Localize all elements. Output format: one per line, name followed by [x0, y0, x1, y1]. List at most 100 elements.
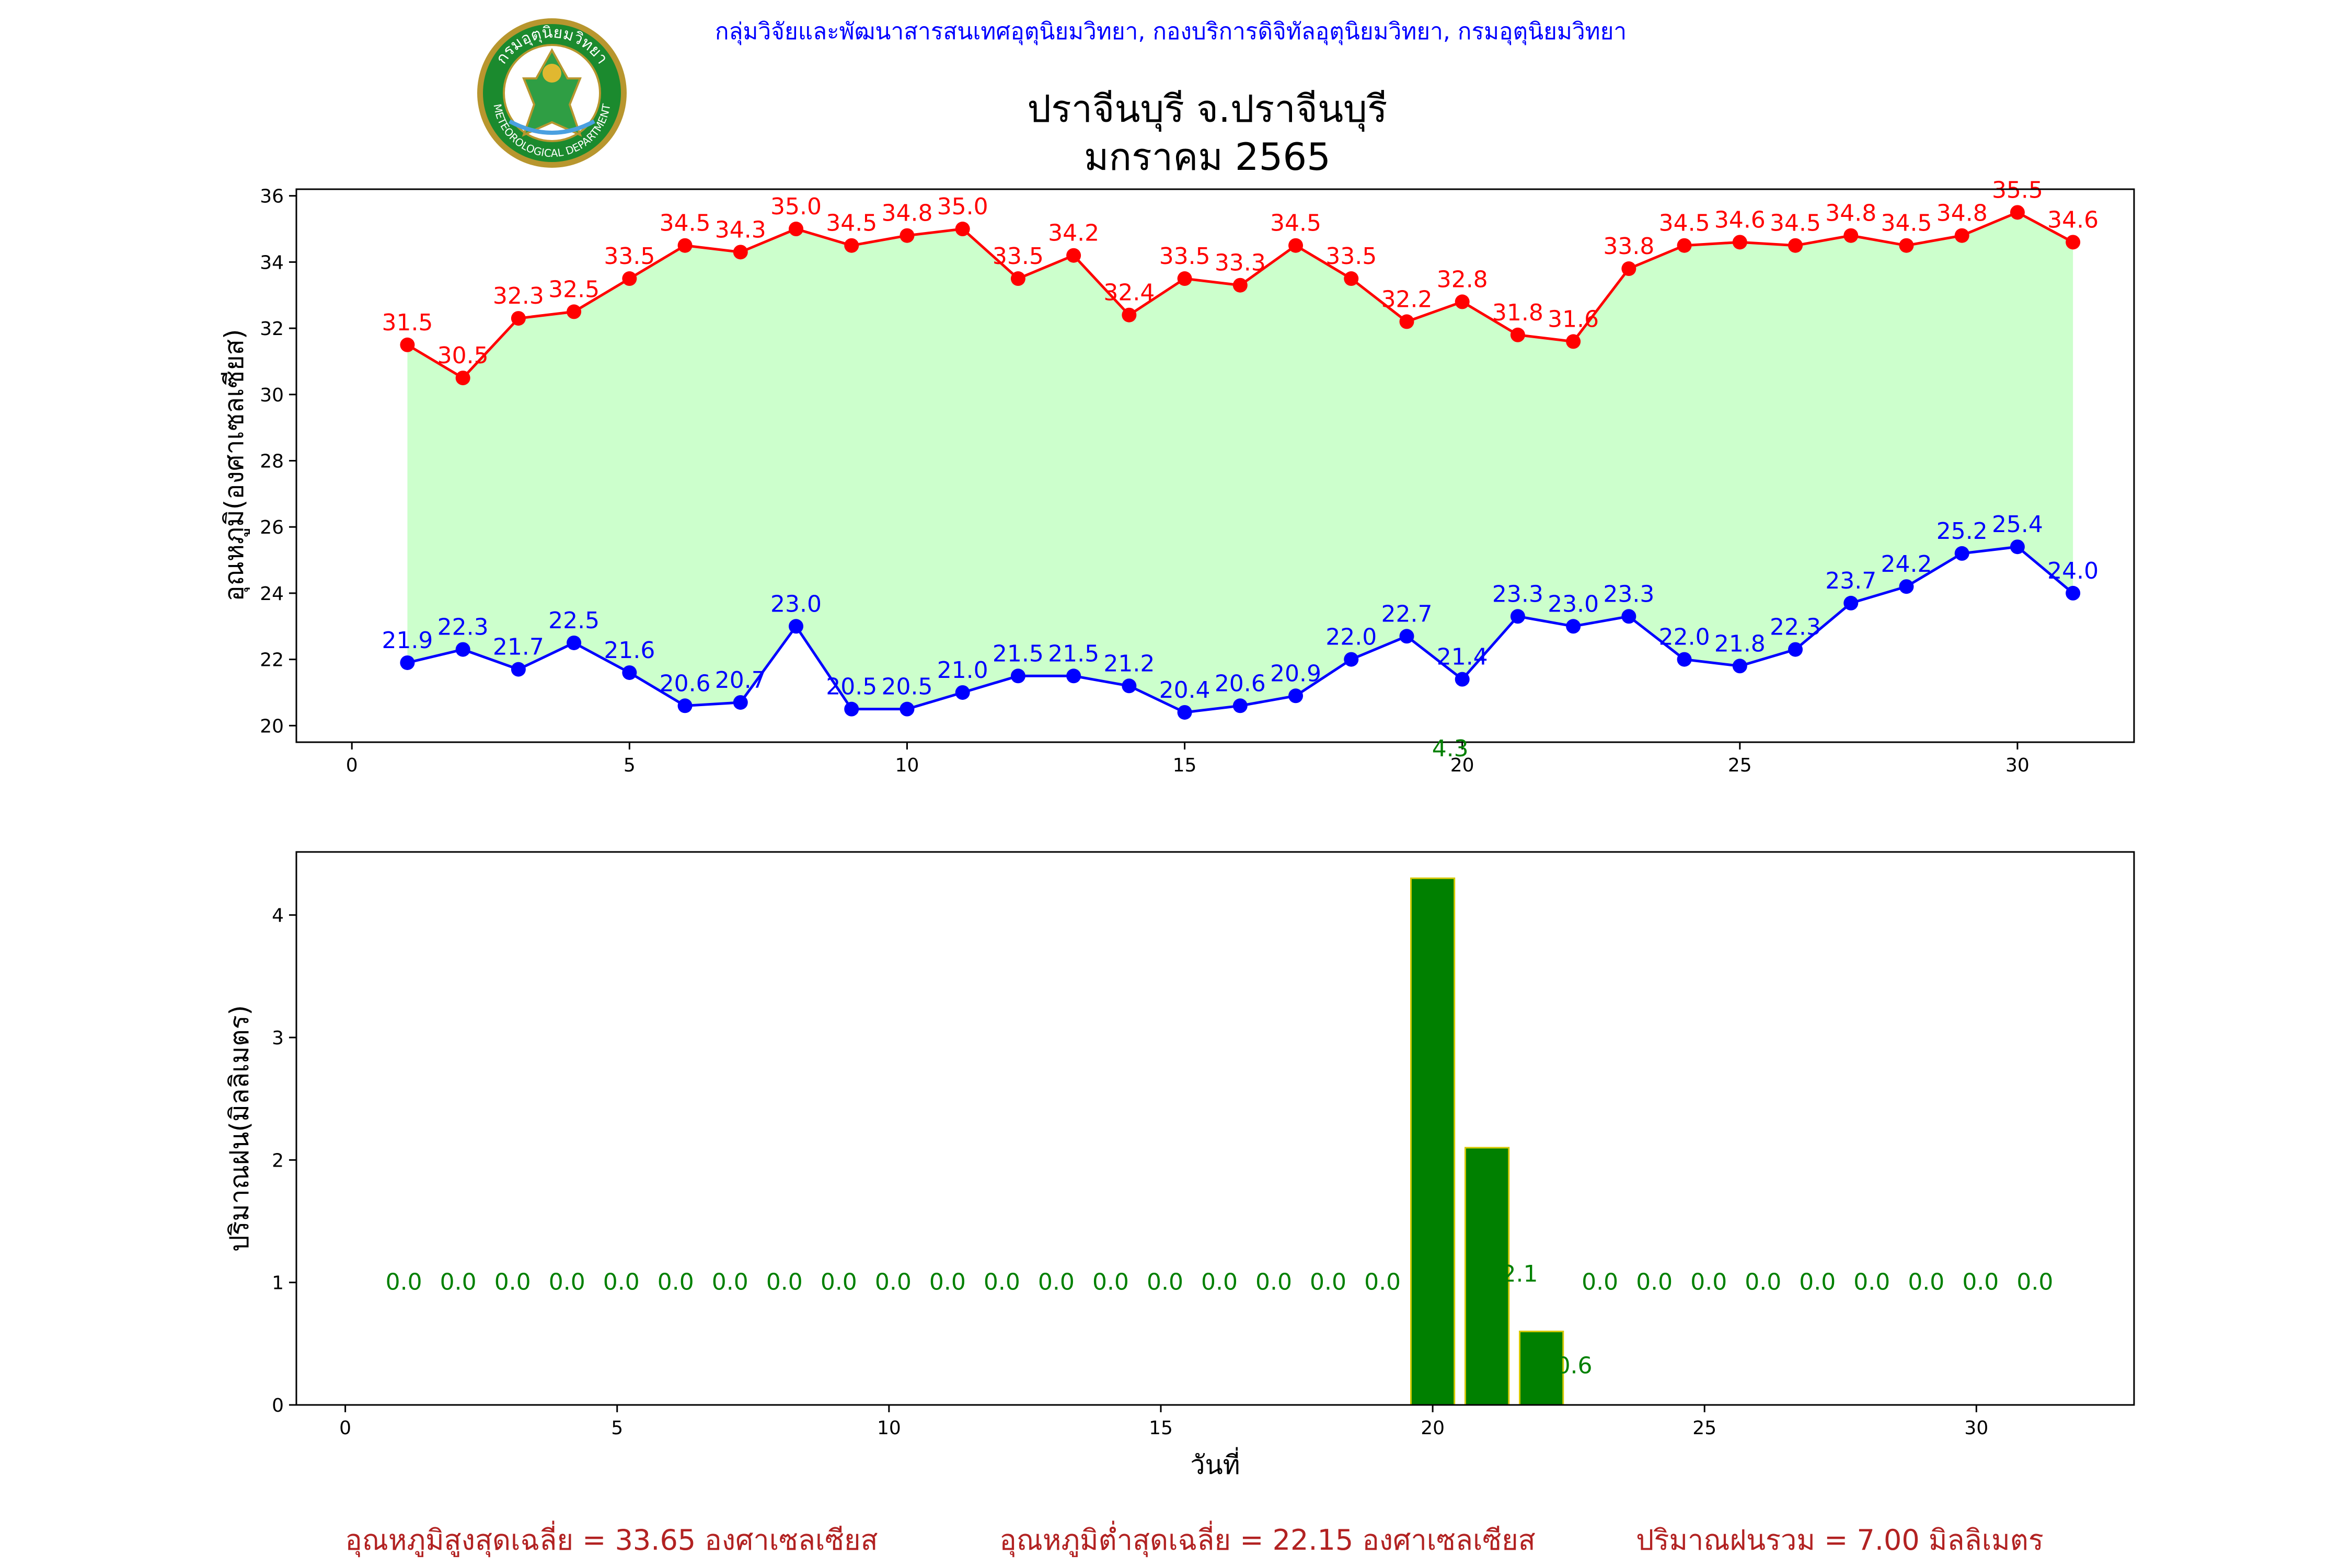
min-temp-points: [400, 539, 2081, 720]
max-temp-point: [733, 245, 748, 260]
y-tick-label: 36: [260, 186, 284, 207]
rain-label-overflow: 4.3: [1432, 735, 1469, 762]
min-temp-label: 21.7: [493, 634, 544, 661]
min-temp-label: 23.0: [1548, 591, 1599, 617]
rain-bar: [1410, 877, 1456, 1406]
max-temp-point: [1066, 248, 1081, 263]
min-temp-label: 22.0: [1325, 624, 1377, 651]
min-temp-label: 21.5: [993, 640, 1044, 667]
y-tick-label: 0: [272, 1395, 284, 1416]
rain-label: 0.0: [875, 1269, 912, 1296]
rain-bars: [1410, 877, 1564, 1406]
max-temp-label: 34.5: [1659, 210, 1710, 237]
rain-label: 0.0: [603, 1269, 640, 1296]
max-temp-label: 33.8: [1603, 233, 1654, 260]
rain-label: 0.0: [2016, 1269, 2053, 1296]
x-tick-label: 15: [1173, 755, 1197, 776]
temperature-x-axis: 0 5 10 15 20 25 30: [346, 742, 2030, 776]
min-temp-point: [1344, 652, 1359, 667]
min-temp-point: [455, 642, 470, 657]
x-tick-label: 5: [611, 1417, 623, 1439]
max-temp-point: [2010, 205, 2025, 220]
max-temp-point: [622, 271, 637, 286]
min-temp-label: 20.5: [881, 674, 932, 700]
rain-label: 0.0: [1201, 1269, 1238, 1296]
min-temp-point: [1788, 642, 1803, 657]
min-temp-point: [1122, 678, 1137, 694]
max-temp-point: [2066, 235, 2081, 250]
min-temp-point: [2066, 585, 2081, 601]
max-temp-point: [511, 311, 526, 326]
min-temp-point: [1621, 609, 1636, 624]
max-temp-label: 32.4: [1103, 280, 1155, 306]
max-temp-label: 33.5: [1159, 243, 1210, 270]
rain-label: 0.0: [1255, 1269, 1292, 1296]
max-temp-point: [789, 222, 804, 237]
min-temp-point: [677, 698, 693, 713]
rain-y-axis: 0 1 2 3 4: [272, 905, 296, 1416]
rain-x-axis-label: วันที่: [1190, 1447, 1240, 1480]
y-tick-label: 22: [260, 650, 284, 671]
max-temp-point: [1455, 294, 1470, 309]
min-temp-label: 22.5: [548, 607, 599, 634]
min-temp-label: 21.9: [382, 627, 433, 654]
min-temp-label: 23.7: [1825, 568, 1876, 594]
min-temp-label: 22.7: [1381, 601, 1432, 627]
min-temp-point: [789, 619, 804, 634]
max-temp-label: 34.3: [715, 216, 766, 243]
min-temp-label: 21.6: [604, 637, 655, 664]
x-tick-label: 10: [877, 1417, 901, 1439]
rain-label: 0.6: [1556, 1353, 1593, 1379]
min-temp-label: 20.9: [1270, 660, 1321, 687]
rain-label: 0.0: [1690, 1269, 1727, 1296]
max-temp-point: [1288, 238, 1304, 253]
y-tick-label: 28: [260, 451, 284, 472]
y-tick-label: 30: [260, 385, 284, 406]
min-temp-label: 25.2: [1936, 518, 1988, 545]
rain-label: 0.0: [1799, 1269, 1836, 1296]
max-temp-label: 34.5: [1770, 210, 1821, 237]
rain-labels: 0.0 0.0 0.0 0.0 0.0 0.0 0.0 0.0 0.0 0.0 0.0 0.0 0.0 0…: [386, 1261, 2054, 1379]
min-temp-label: 22.3: [1770, 614, 1821, 641]
min-temp-point: [1843, 595, 1859, 610]
max-temp-point: [1954, 228, 1969, 243]
org-line: กลุ่มวิจัยและพัฒนาสารสนเทศอุตุนิยมวิทยา,…: [715, 18, 1627, 45]
x-tick-label: 10: [895, 755, 919, 776]
min-temp-point: [1288, 688, 1304, 704]
min-temp-point: [1066, 668, 1081, 684]
rain-label: 2.1: [1502, 1261, 1538, 1287]
max-temp-label: 34.5: [826, 210, 877, 237]
rain-label: 0.0: [712, 1269, 748, 1296]
max-temp-point: [1788, 238, 1803, 253]
max-temp-point: [1843, 228, 1859, 243]
min-temp-label: 22.3: [437, 614, 489, 641]
rain-label: 0.0: [1962, 1269, 1999, 1296]
temperature-y-axis: 20 22 24 26 28 30 32 34 36: [260, 186, 296, 737]
rain-label: 0.0: [440, 1269, 477, 1296]
max-temp-point: [455, 371, 470, 386]
max-temp-label: 34.8: [1936, 200, 1988, 227]
max-temp-point: [900, 228, 915, 243]
min-temp-point: [733, 695, 748, 710]
max-temp-point: [1621, 261, 1636, 276]
rain-label: 0.0: [1147, 1269, 1183, 1296]
rain-label: 0.0: [1310, 1269, 1346, 1296]
x-tick-label: 0: [346, 755, 358, 776]
rain-label: 0.0: [1364, 1269, 1401, 1296]
min-temp-label: 23.0: [770, 591, 822, 617]
max-temp-label: 31.8: [1492, 299, 1543, 326]
min-temp-label: 24.2: [1881, 551, 1932, 578]
min-temp-point: [511, 662, 526, 677]
min-temp-point: [1232, 698, 1248, 713]
rain-label: 0.0: [386, 1269, 422, 1296]
max-temp-labels: 31.530.532.3 32.533.534.5 34.335.034.5 34.8…: [382, 177, 2099, 369]
max-temp-point: [1732, 235, 1747, 250]
max-temp-label: 32.8: [1437, 266, 1488, 293]
rain-x-axis: 0 5 10 15 20 25 30: [339, 1405, 1988, 1439]
max-temp-label: 34.5: [660, 210, 711, 237]
max-temp-point: [1232, 278, 1248, 293]
max-temp-points: [400, 205, 2081, 386]
rainfall-chart: 0.0 0.0 0.0 0.0 0.0 0.0 0.0 0.0 0.0 0.0 0.0 0.0 0.0 0…: [224, 851, 2135, 1480]
min-temp-point: [2010, 539, 2025, 555]
